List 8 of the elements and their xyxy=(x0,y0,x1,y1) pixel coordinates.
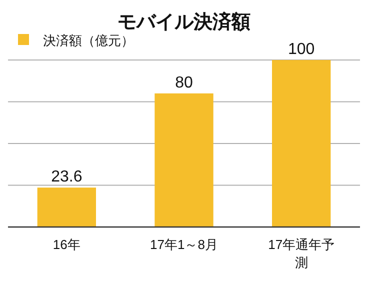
data-label: 80 xyxy=(175,74,193,92)
x-tick-label: 16年 xyxy=(52,237,80,252)
x-tick-label: 17年1～8月 xyxy=(150,237,218,252)
chart-title: モバイル決済額 xyxy=(118,11,250,33)
data-label: 23.6 xyxy=(51,168,82,186)
legend-label: 決済額（億元） xyxy=(43,33,134,48)
x-tick-label: 17年通年予測 xyxy=(268,237,335,270)
data-label: 100 xyxy=(288,41,315,58)
